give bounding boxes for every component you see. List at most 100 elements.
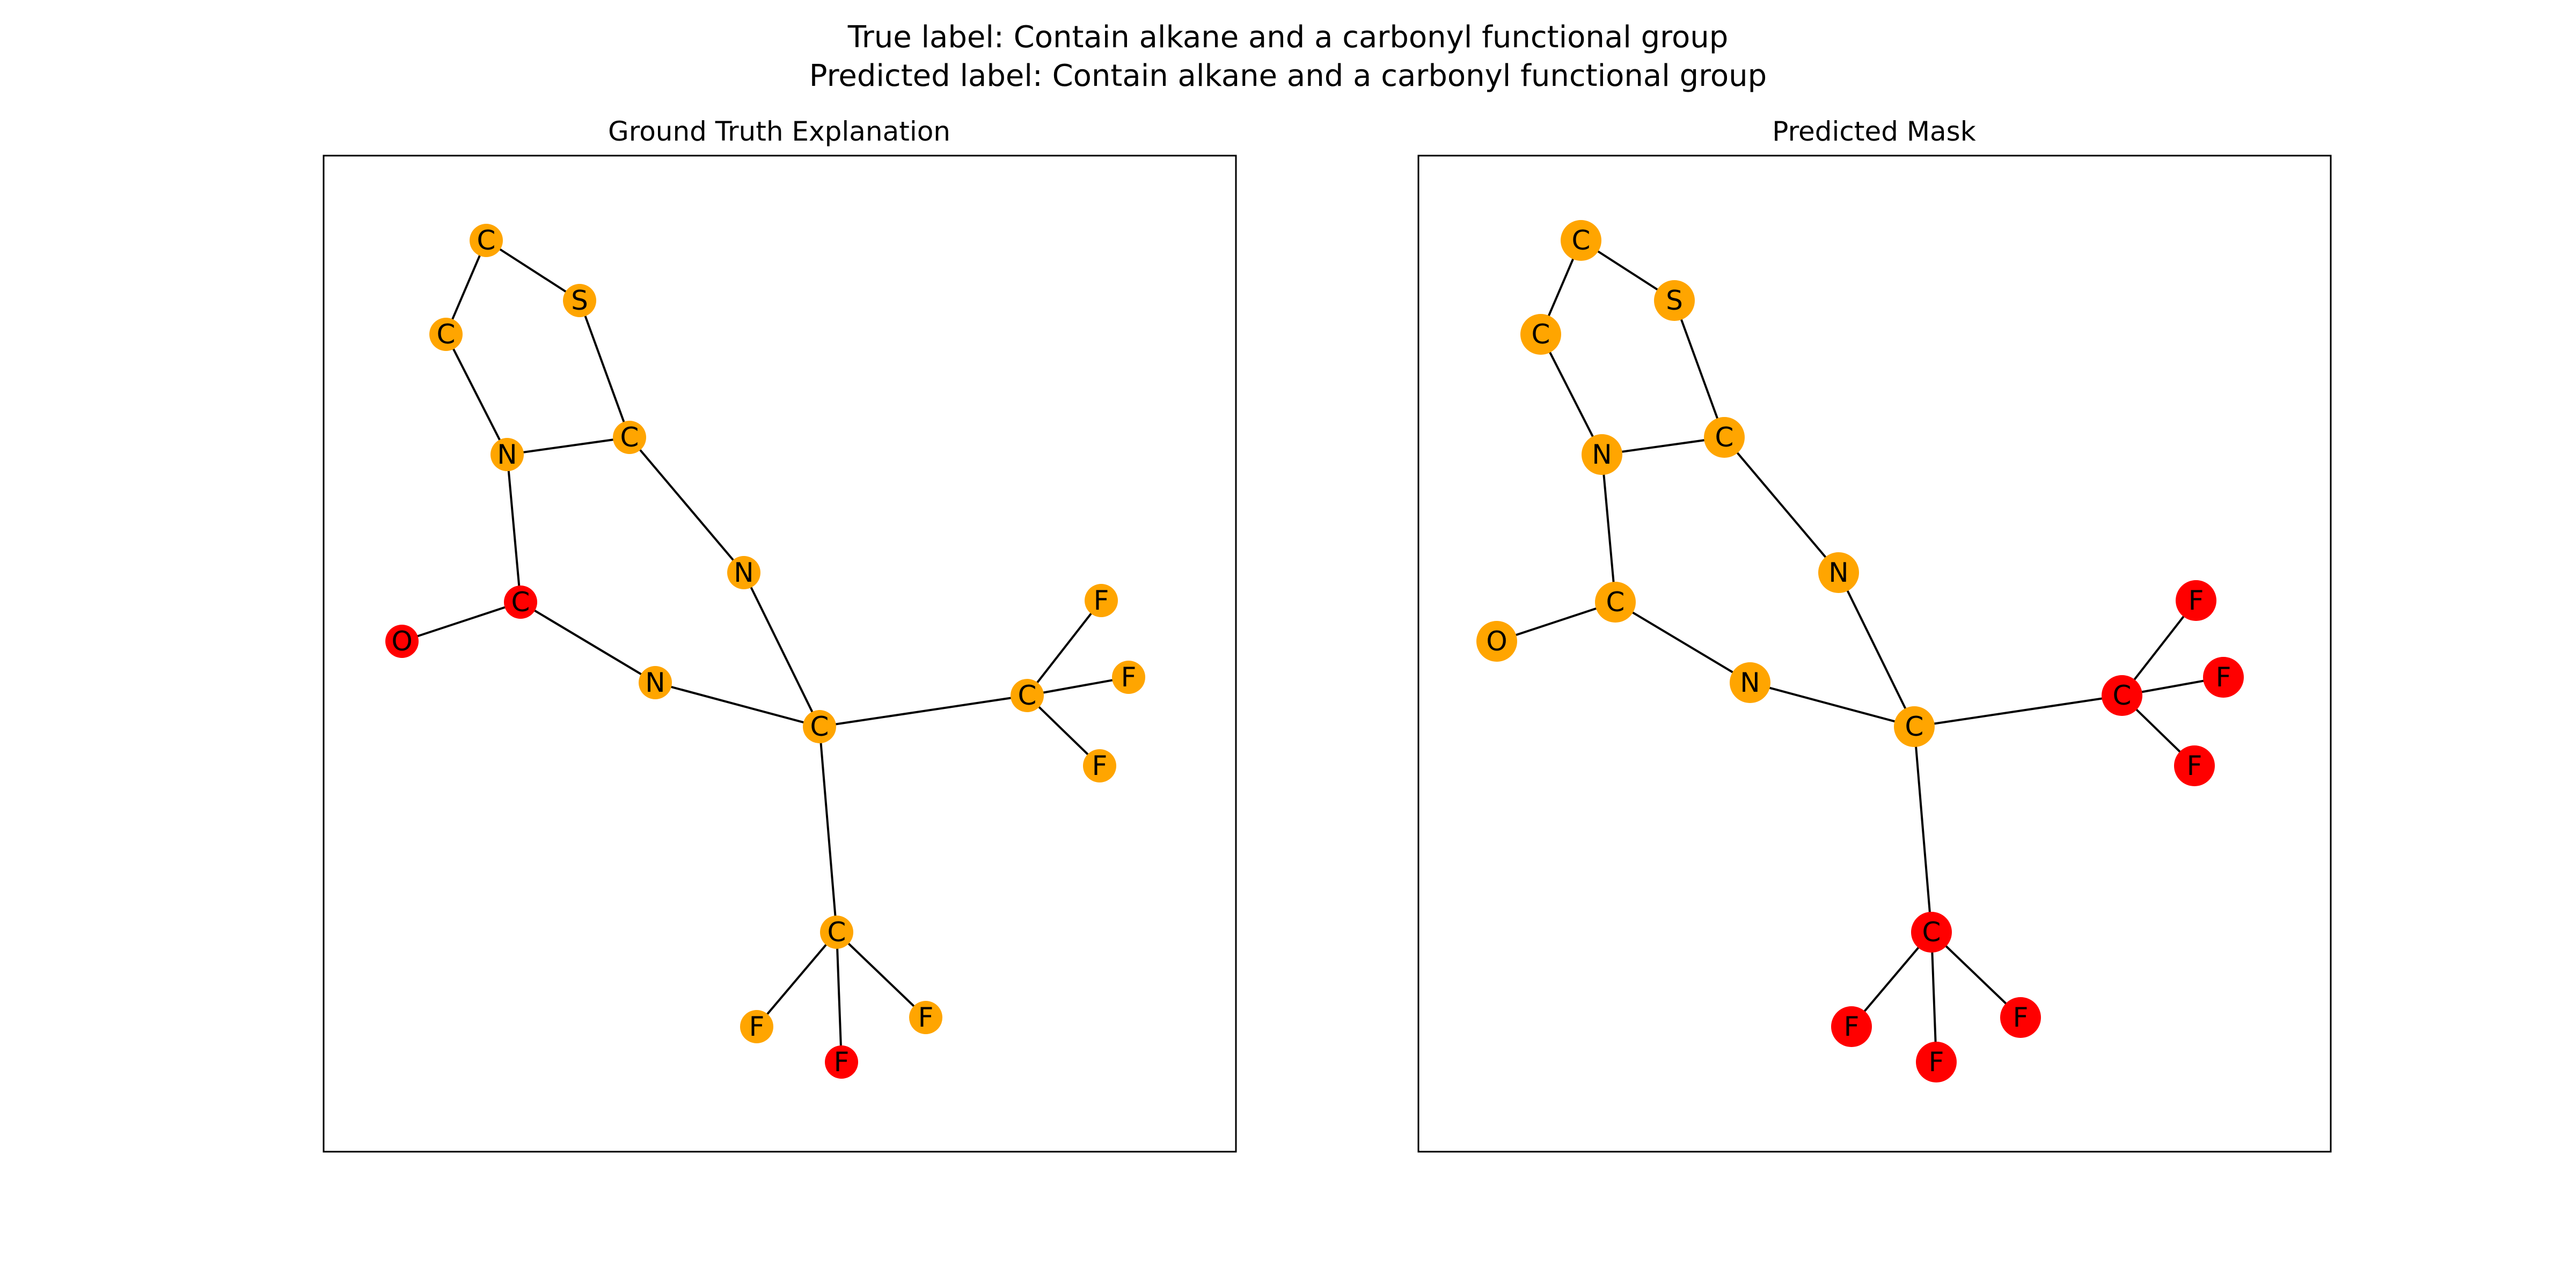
bond-14-16 (1930, 932, 1937, 1063)
bond-5-9 (743, 572, 821, 727)
atom-label-10: C (2113, 680, 2132, 711)
predicted-mask-edges (1496, 239, 2224, 1063)
bond-6-7 (401, 601, 521, 642)
atom-label-4: C (1715, 422, 1734, 453)
bond-1-4 (1673, 300, 1725, 438)
bond-14-16 (836, 932, 843, 1063)
atom-label-11: F (2189, 585, 2204, 616)
atom-node-8 (639, 666, 672, 699)
atom-node-1 (563, 284, 596, 317)
ground-truth-edges (401, 239, 1129, 1063)
predicted-mask-nodes: C S C N C N C O N C C F F F C F F F (1476, 220, 2244, 1082)
ground-truth-frame (323, 155, 1237, 1153)
atom-node-15 (740, 1010, 773, 1043)
bond-3-6 (506, 454, 522, 603)
atom-node-15 (1831, 1006, 1872, 1047)
atom-label-13: F (1092, 750, 1108, 781)
atom-node-7 (1476, 621, 1517, 662)
atom-node-10 (1011, 679, 1044, 712)
atom-node-4 (1704, 417, 1745, 458)
atom-node-0 (1561, 220, 1601, 261)
bond-10-11 (1026, 599, 1102, 697)
atom-node-2 (1520, 314, 1561, 355)
atom-node-8 (1730, 662, 1770, 703)
predicted-mask-frame (1417, 155, 2332, 1153)
atom-node-14 (820, 916, 853, 949)
bond-6-7 (1496, 601, 1616, 642)
bond-4-5 (628, 436, 745, 574)
atom-label-1: S (1666, 285, 1683, 316)
atom-label-2: C (437, 319, 456, 350)
bond-9-14 (818, 726, 838, 933)
bond-5-9 (1838, 572, 1915, 727)
bond-1-4 (579, 300, 631, 438)
atom-node-16 (1916, 1042, 1957, 1082)
bond-14-15 (756, 931, 838, 1028)
predicted-mask-panel-title: Predicted Mask (1772, 116, 1975, 147)
atom-node-6 (504, 586, 537, 619)
atom-label-7: O (1486, 626, 1507, 657)
atom-node-9 (803, 710, 836, 743)
atom-node-17 (909, 1001, 942, 1034)
bond-8-9 (1750, 682, 1915, 728)
bond-0-1 (485, 239, 581, 302)
bond-9-10 (819, 694, 1028, 728)
atom-node-1 (1654, 280, 1695, 321)
atom-node-0 (470, 224, 503, 257)
bond-3-4 (1601, 436, 1725, 456)
bond-8-9 (655, 682, 820, 728)
atom-label-17: F (2013, 1002, 2029, 1033)
atom-node-12 (2203, 657, 2244, 698)
atom-label-0: C (1572, 225, 1591, 256)
atom-label-12: F (1121, 662, 1137, 693)
atom-node-7 (385, 625, 419, 658)
atom-label-9: C (1905, 711, 1924, 742)
atom-label-16: F (834, 1046, 850, 1078)
bond-10-13 (1026, 694, 1101, 767)
atom-label-9: C (810, 711, 829, 742)
atom-label-15: F (749, 1011, 765, 1042)
atom-label-17: F (918, 1002, 934, 1033)
atom-label-1: S (571, 285, 588, 316)
bond-14-17 (1930, 931, 2022, 1019)
atom-node-13 (1083, 749, 1116, 782)
atom-label-5: N (734, 557, 753, 588)
bond-3-4 (507, 436, 630, 456)
atom-node-9 (1894, 706, 1935, 747)
predicted-mask-panel: Predicted Mask C S C N C N C O N C C F F F C F F F (1417, 116, 2332, 1153)
atom-node-17 (2000, 997, 2041, 1038)
atom-label-15: F (1844, 1011, 1860, 1042)
atom-label-14: C (1922, 917, 1941, 948)
atom-node-10 (2102, 675, 2142, 716)
bond-14-17 (836, 931, 927, 1019)
atom-node-14 (1911, 912, 1952, 953)
atom-node-2 (429, 318, 463, 351)
bond-6-8 (1614, 601, 1751, 684)
atom-node-12 (1112, 661, 1145, 694)
bond-10-12 (1027, 676, 1129, 697)
atom-node-3 (491, 438, 524, 471)
suptitle-true-label: True label: Contain alkane and a carbony… (847, 20, 1729, 55)
atom-label-14: C (828, 917, 846, 948)
suptitle-predicted-label: Predicted label: Contain alkane and a ca… (809, 58, 1767, 93)
bond-0-2 (445, 240, 487, 335)
bond-9-10 (1914, 694, 2123, 728)
atom-node-5 (727, 556, 760, 589)
atom-label-12: F (2216, 662, 2231, 693)
atom-node-11 (1085, 584, 1118, 617)
atom-node-13 (2174, 745, 2215, 786)
atom-node-16 (825, 1045, 858, 1079)
atom-label-8: N (1740, 667, 1760, 698)
ground-truth-panel-title: Ground Truth Explanation (608, 116, 950, 147)
bond-2-3 (445, 334, 508, 455)
atom-node-5 (1818, 552, 1859, 593)
atom-node-3 (1582, 434, 1622, 475)
bond-6-8 (519, 601, 656, 684)
atom-label-3: N (497, 439, 517, 470)
atom-node-6 (1595, 582, 1636, 623)
bond-9-14 (1913, 726, 1933, 933)
atom-label-13: F (2187, 750, 2202, 781)
atom-label-16: F (1929, 1046, 1944, 1078)
atom-label-6: C (511, 587, 530, 618)
